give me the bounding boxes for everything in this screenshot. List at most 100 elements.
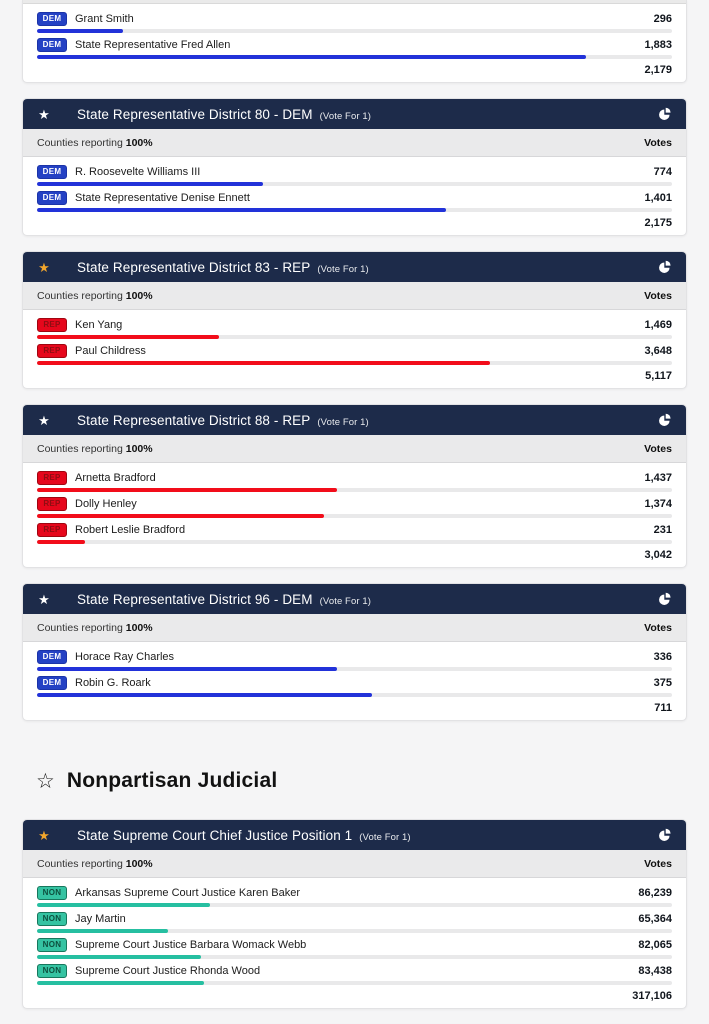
candidate-rows: DEM Horace Ray Charles 336 DEM Robin G. Roar… [23,642,686,720]
race-total-row: 2,179 [37,59,672,77]
candidate-row-main: REP Robert Leslie Bradford 231 [37,522,672,538]
counties-reporting-label: Counties reporting 100% [37,290,153,302]
vote-bar-fill [37,182,264,186]
pie-chart-icon[interactable] [658,413,672,427]
race-total-row: 5,117 [37,365,672,383]
candidate-row-main: NON Jay Martin 65,364 [37,911,672,927]
candidate-name: Supreme Court Justice Rhonda Wood [75,965,261,977]
race-title: State Representative District 83 - REP (V… [77,260,369,275]
race-title-text: State Representative District 88 - REP [77,412,311,428]
vote-bar-fill [37,955,202,959]
candidate-row: NON Jay Martin 65,364 [37,907,672,933]
vote-bar-track [37,540,672,544]
race-title: State Representative District 80 - DEM (V… [77,107,371,122]
candidate-row-main: DEM Robin G. Roark 375 [37,675,672,691]
candidate-row-main: DEM State Representative Fred Allen 1,883 [37,37,672,53]
candidate-name: R. Roosevelte Williams III [75,166,201,178]
candidate-row-main: DEM State Representative Denise Ennett 1,4… [37,190,672,206]
race-card-header[interactable]: ★ State Representative District 80 - DEM (… [23,99,686,129]
candidate-votes: 296 [653,13,672,25]
star-outline-icon: ☆ [36,769,55,793]
party-badge: REP [37,317,67,333]
candidate-votes: 336 [653,651,672,663]
vote-bar-track [37,903,672,907]
star-icon: ★ [38,106,50,122]
party-badge: REP [37,496,67,512]
candidate-name: Robin G. Roark [75,677,151,689]
candidate-row-main: REP Ken Yang 1,469 [37,317,672,333]
counties-reporting-label: Counties reporting 100% [37,137,153,149]
vote-bar-fill [37,667,338,671]
race-total-votes: 5,117 [645,370,672,382]
race-card-header[interactable]: ★ State Supreme Court Chief Justice Posit… [23,820,686,850]
counties-reporting-text: Counties reporting [37,621,123,634]
party-badge: NON [37,911,67,927]
race-title: State Supreme Court Chief Justice Positi… [77,828,411,843]
race-total-votes: 711 [654,702,672,714]
counties-reporting-row: Counties reporting 100% Votes [23,129,686,157]
candidate-row-main: REP Dolly Henley 1,374 [37,496,672,512]
race-title: State Representative District 96 - DEM (V… [77,592,371,607]
candidate-row: REP Ken Yang 1,469 [37,313,672,339]
candidate-votes: 83,438 [638,965,672,977]
candidate-votes: 375 [653,677,672,689]
candidate-name: Arnetta Bradford [75,472,156,484]
candidate-votes: 1,437 [644,472,672,484]
race-title: State Representative District 88 - REP (V… [77,413,369,428]
counties-reporting-text: Counties reporting [37,857,123,870]
candidate-row: REP Dolly Henley 1,374 [37,492,672,518]
race-total-row: 317,106 [37,985,672,1003]
pie-chart-icon[interactable] [658,260,672,274]
race-card-header[interactable]: ★ State Representative District 83 - REP (… [23,252,686,282]
vote-bar-fill [37,514,325,518]
counties-reporting-label: Counties reporting 100% [37,858,153,870]
candidate-name: Horace Ray Charles [75,651,175,663]
race-card-header[interactable]: ★ State Representative District 88 - REP (… [23,405,686,435]
candidate-row: DEM Robin G. Roark 375 [37,671,672,697]
vote-bar-track [37,361,672,365]
candidate-row-main: DEM R. Roosevelte Williams III 774 [37,164,672,180]
candidate-name: State Representative Fred Allen [75,39,231,51]
vote-bar-track [37,208,672,212]
race-total-row: 2,175 [37,212,672,230]
candidate-votes: 65,364 [638,913,672,925]
candidate-row-main: DEM Horace Ray Charles 336 [37,649,672,665]
candidate-row-main: DEM Grant Smith 296 [37,11,672,27]
candidate-row: NON Supreme Court Justice Barbara Womack … [37,933,672,959]
race-title-text: State Representative District 96 - DEM [77,591,313,607]
race-total-votes: 3,042 [644,549,672,561]
candidate-name: Supreme Court Justice Barbara Womack Web… [75,939,307,951]
pie-chart-icon[interactable] [658,828,672,842]
race-total-row: 3,042 [37,544,672,562]
counties-reporting-row: Counties reporting 100% Votes [23,282,686,310]
vote-for-label: (Vote For 1) [359,831,411,843]
vote-for-label: (Vote For 1) [317,416,369,428]
race-card: ★ State Representative District 88 - REP (… [22,404,687,568]
candidate-row-main: NON Arkansas Supreme Court Justice Karen … [37,885,672,901]
party-badge: REP [37,470,67,486]
section-heading: ☆ Nonpartisan Judicial [22,769,687,793]
race-card: ★ State Representative District 96 - DEM (… [22,583,687,721]
vote-bar-track [37,488,672,492]
candidate-row-main: REP Arnetta Bradford 1,437 [37,470,672,486]
candidate-row: DEM Grant Smith 296 [37,7,672,33]
pie-chart-icon[interactable] [658,107,672,121]
candidate-row: DEM State Representative Denise Ennett 1,4… [37,186,672,212]
vote-bar-fill [37,208,446,212]
card-cut-edge [23,0,686,4]
candidate-name: Robert Leslie Bradford [75,524,186,536]
vote-bar-track [37,29,672,33]
pie-chart-icon[interactable] [658,592,672,606]
race-card: ★ State Representative District 83 - REP (… [22,251,687,389]
counties-reporting-pct: 100% [125,857,153,870]
vote-bar-fill [37,55,586,59]
vote-bar-track [37,667,672,671]
vote-bar-track [37,55,672,59]
star-icon: ★ [38,412,50,428]
candidate-row: DEM Horace Ray Charles 336 [37,645,672,671]
counties-reporting-text: Counties reporting [37,289,123,302]
candidate-votes: 1,469 [644,319,672,331]
votes-column-label: Votes [644,442,672,455]
race-card-header[interactable]: ★ State Representative District 96 - DEM (… [23,584,686,614]
